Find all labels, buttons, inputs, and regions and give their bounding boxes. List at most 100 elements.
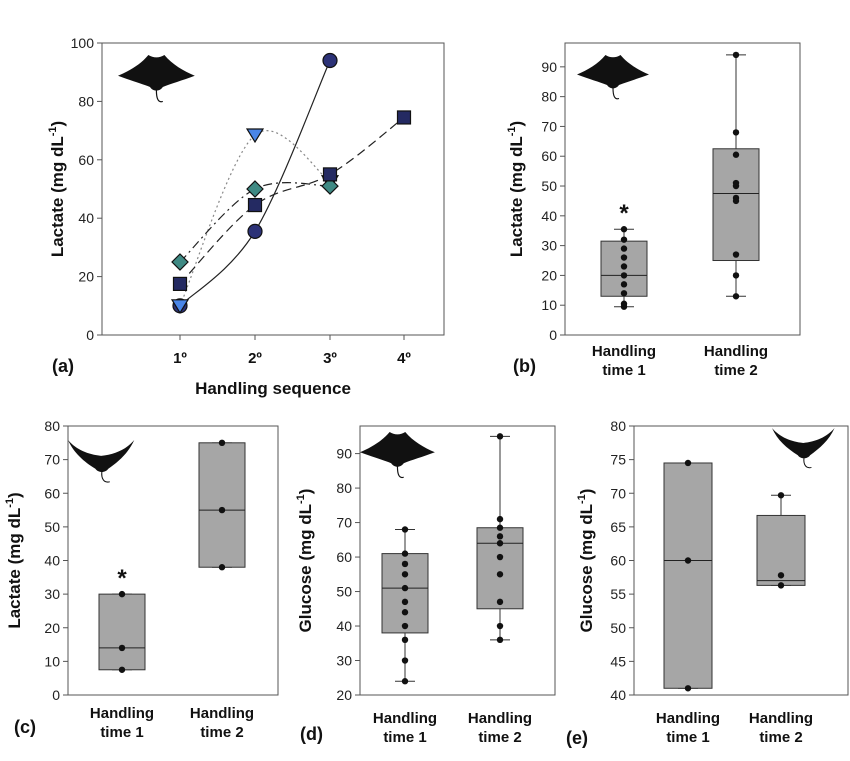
manta-ray-icon (771, 427, 836, 469)
data-point (732, 194, 740, 202)
plot-frame (564, 42, 801, 336)
data-point (620, 290, 628, 297)
box (712, 148, 760, 262)
y-tick-label: 80 (541, 89, 557, 105)
data-point (496, 515, 504, 523)
data-point (620, 281, 628, 288)
data-point-diamond (171, 253, 189, 271)
y-tick-label: 20 (336, 687, 352, 703)
data-point (118, 590, 126, 598)
y-tick-label: 10 (541, 297, 557, 313)
y-tick-label: 0 (86, 327, 94, 343)
y-tick-label: 65 (610, 519, 626, 535)
data-point (118, 644, 126, 652)
data-point-square (396, 110, 412, 125)
data-point (732, 272, 740, 279)
data-point (620, 254, 628, 261)
x-tick-label: 1º (173, 350, 187, 367)
panel-label: (c) (14, 717, 36, 737)
data-point (401, 571, 409, 578)
panel-label: (a) (52, 356, 74, 376)
data-point (684, 459, 692, 467)
data-point (401, 636, 409, 644)
x-category-label: Handling time 2 (704, 343, 768, 379)
data-point (777, 492, 785, 499)
y-tick-label: 70 (541, 118, 557, 134)
data-point (684, 685, 692, 692)
x-tick-label: 3º (323, 350, 337, 367)
x-category-label: Handling time 1 (373, 710, 437, 746)
y-tick-label: 55 (610, 586, 626, 602)
y-tick-label: 50 (541, 178, 557, 194)
data-point (401, 584, 409, 592)
data-point (732, 251, 740, 258)
data-point-diamond (321, 177, 339, 195)
x-axis-label: Handling sequence (195, 379, 351, 398)
data-point (401, 609, 409, 616)
y-tick-label: 80 (610, 418, 626, 434)
y-tick-label: 75 (610, 452, 626, 468)
chart-d: 20 30 40 50 60 70 80 90 Glucose (mg dL-1) (d) Hand… (295, 425, 556, 746)
y-tick-label: 50 (44, 519, 60, 535)
panel-label: (e) (566, 728, 588, 748)
y-tick-label: 45 (610, 653, 626, 669)
data-point (118, 666, 126, 673)
panel-label: (d) (300, 724, 323, 744)
y-tick-label: 80 (78, 93, 94, 109)
y-tick-label: 60 (78, 152, 94, 168)
data-point (620, 272, 628, 279)
data-point-square (322, 167, 338, 182)
y-tick-label: 40 (336, 618, 352, 634)
data-point (218, 506, 226, 514)
data-point (620, 236, 628, 243)
y-tick-label: 100 (71, 35, 95, 51)
y-axis-label: Lactate (mg dL-1) (506, 121, 526, 257)
x-category-label: Handling time 1 (656, 710, 720, 746)
y-tick-label: 50 (610, 620, 626, 636)
data-point (732, 51, 740, 59)
data-point (620, 245, 628, 252)
significance-marker: * (117, 565, 127, 592)
data-point (496, 571, 504, 578)
y-tick-label: 20 (44, 620, 60, 636)
y-axis-label: Glucose (mg dL-1) (295, 489, 315, 633)
data-point (732, 129, 740, 136)
data-point (496, 553, 504, 561)
series-line (179, 130, 331, 307)
x-category-label: Handling time 2 (468, 710, 532, 746)
data-point (620, 226, 628, 233)
manta-ray-icon (67, 439, 135, 483)
plot-frame (101, 42, 445, 336)
chart-b: 0 10 20 30 40 50 60 70 80 90 Lactate (mg dL-1) (b) H… (506, 42, 801, 379)
x-tick-label: 2º (248, 350, 262, 367)
data-point (496, 540, 504, 547)
y-tick-label: 40 (610, 687, 626, 703)
y-axis-label: Lactate (mg dL-1) (4, 492, 24, 628)
data-point (496, 433, 504, 440)
y-tick-label: 30 (541, 238, 557, 254)
y-tick-label: 60 (541, 148, 557, 164)
y-tick-label: 60 (336, 549, 352, 565)
x-category-label: Handling time 1 (90, 705, 154, 741)
y-tick-label: 60 (44, 485, 60, 501)
x-tick-label: 4º (397, 350, 411, 367)
y-tick-label: 0 (52, 687, 60, 703)
y-tick-label: 80 (44, 418, 60, 434)
manta-ray-icon (117, 54, 196, 103)
data-point (401, 526, 409, 533)
x-category-label: Handling time 1 (592, 343, 656, 379)
y-tick-label: 40 (541, 208, 557, 224)
box (476, 527, 524, 610)
x-category-label: Handling time 2 (190, 705, 254, 741)
data-point-diamond (246, 180, 264, 198)
data-point (496, 524, 504, 531)
data-point (684, 557, 692, 564)
y-tick-label: 60 (610, 553, 626, 569)
data-point (777, 572, 785, 579)
data-point (401, 657, 409, 664)
y-tick-label: 90 (336, 446, 352, 462)
y-tick-label: 10 (44, 653, 60, 669)
y-tick-label: 30 (336, 653, 352, 669)
chart-c: 0 10 20 30 40 50 60 70 80 Lactate (mg dL-1) (c) Han… (4, 418, 279, 741)
